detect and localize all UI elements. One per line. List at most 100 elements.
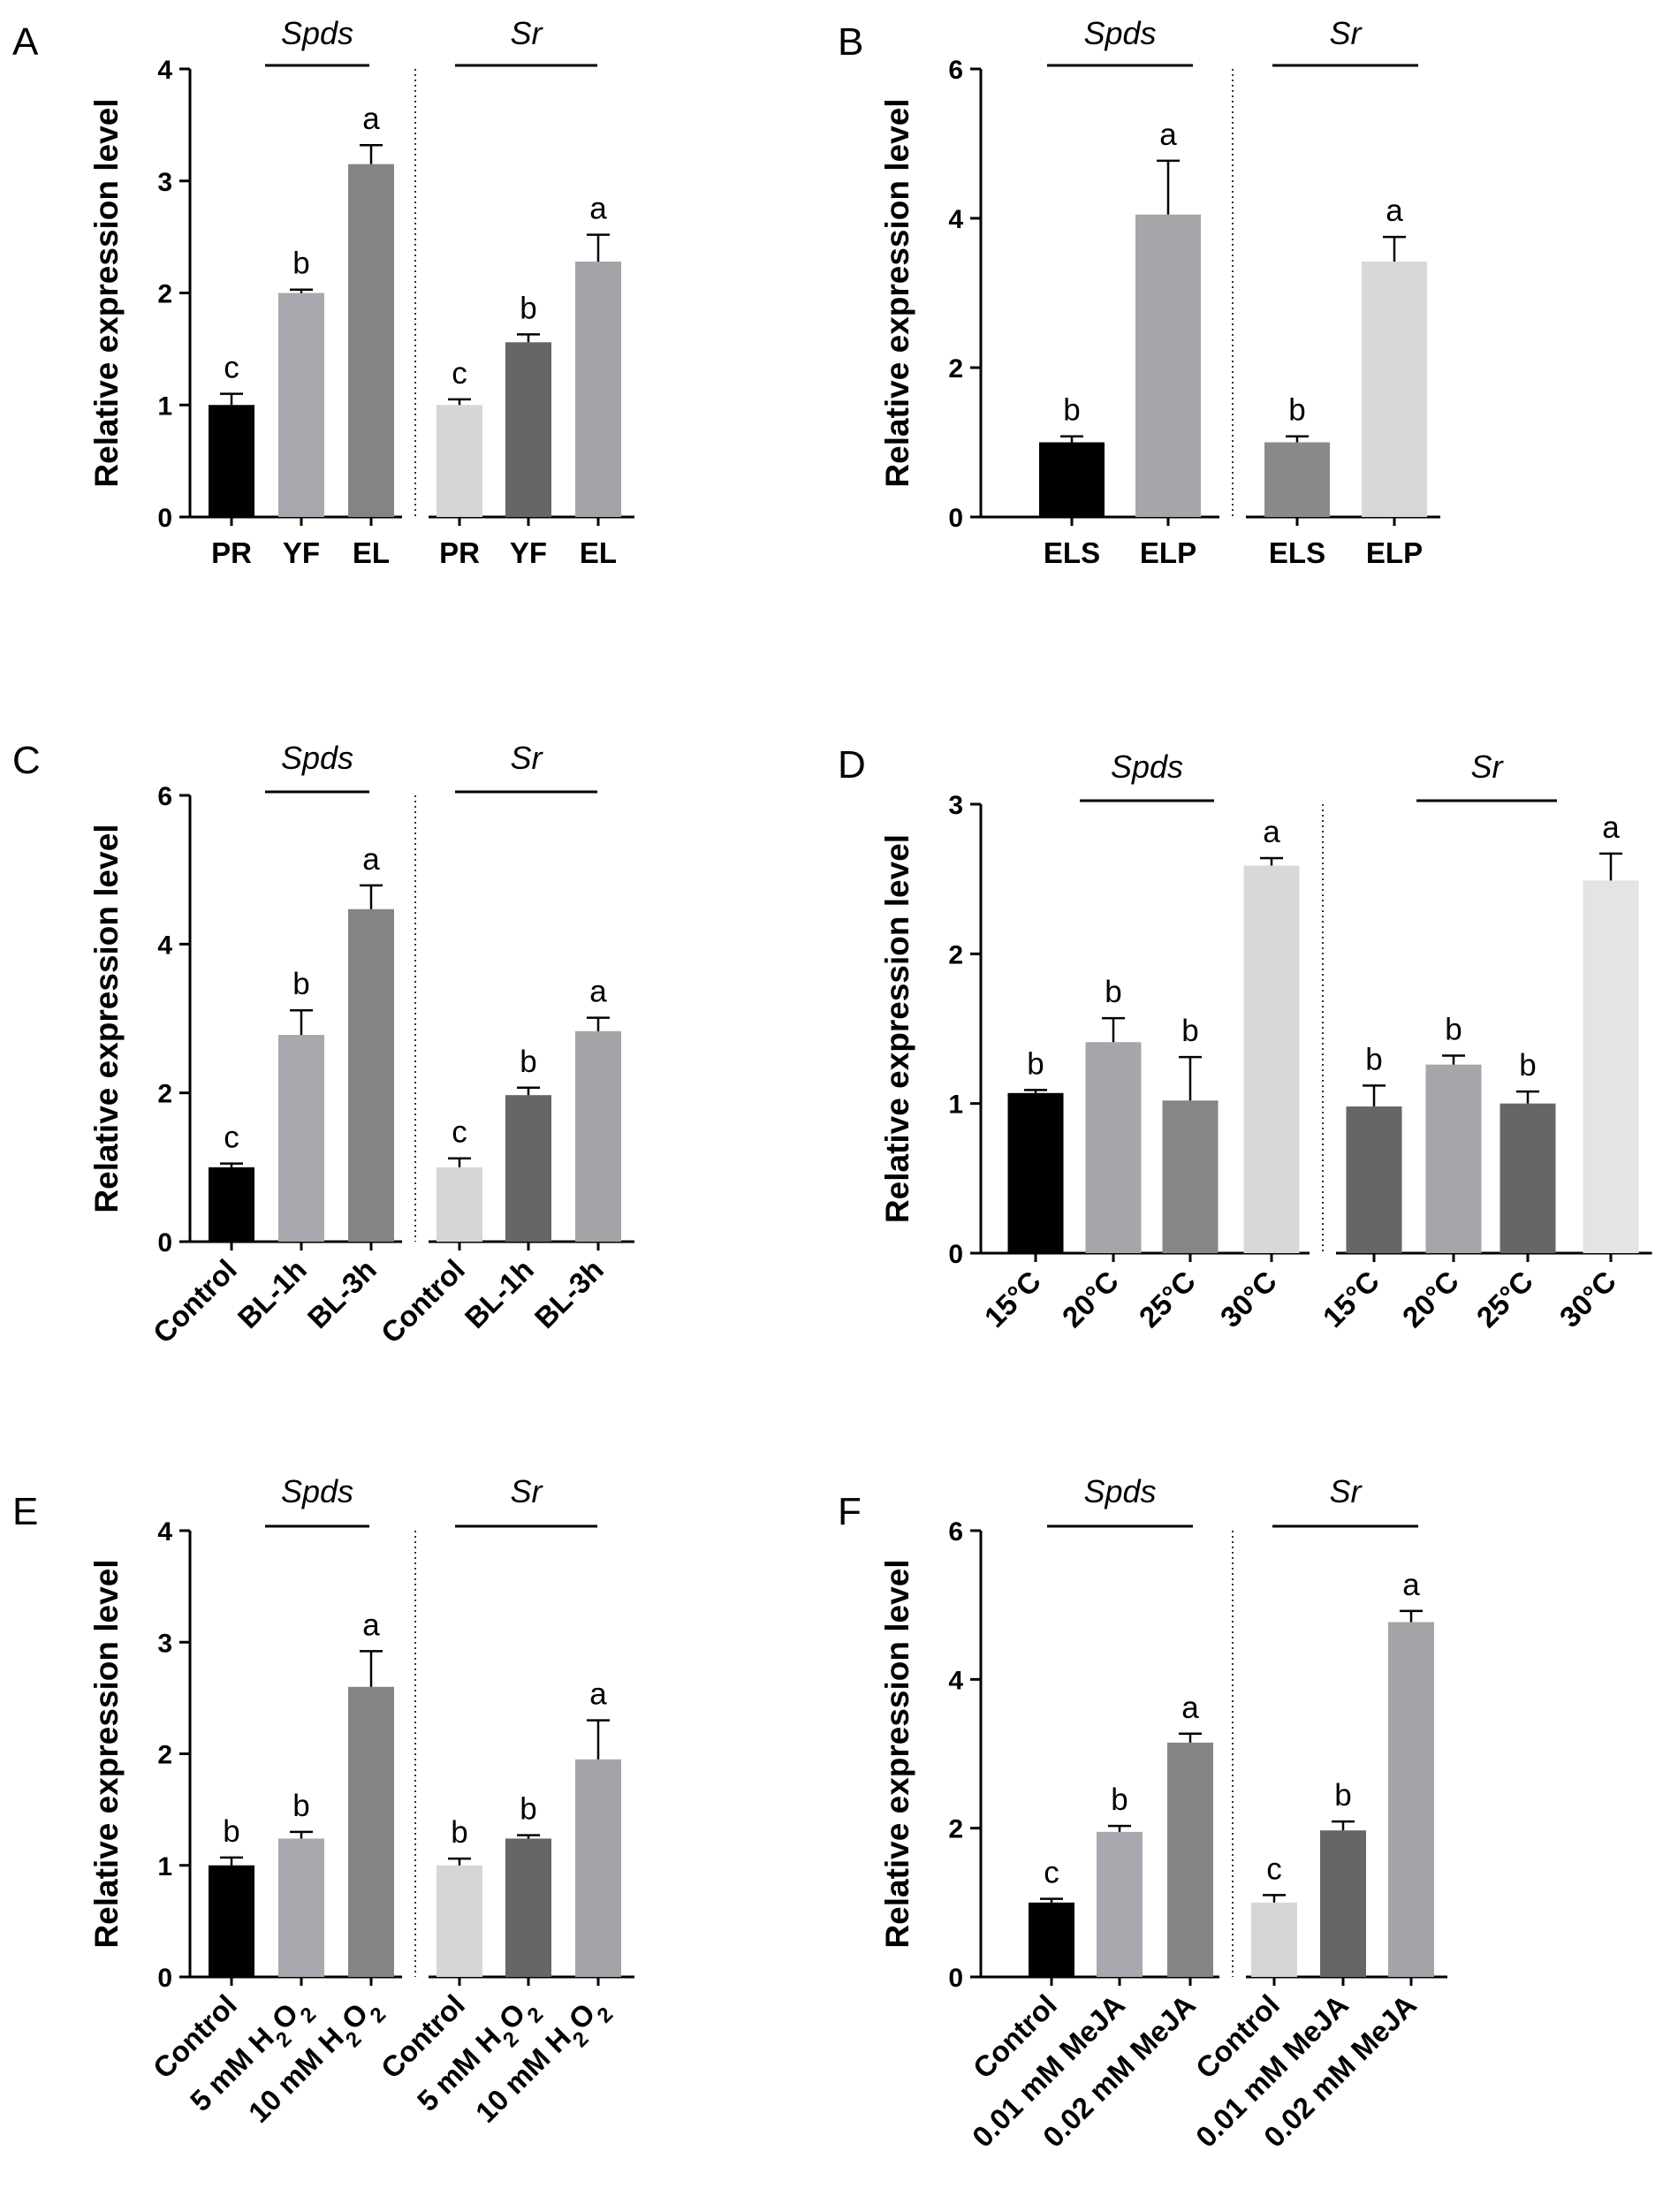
y-tick-label: 0 xyxy=(157,504,172,533)
bar xyxy=(437,1865,482,1977)
bar xyxy=(1264,442,1330,517)
bar xyxy=(575,262,621,517)
y-axis-label: Relative expression level xyxy=(879,834,915,1223)
y-tick-label: 2 xyxy=(948,354,963,384)
bar xyxy=(1362,262,1427,517)
gene-label: Sr xyxy=(1330,1473,1363,1509)
bar xyxy=(209,405,254,517)
x-tick-label: EL xyxy=(353,536,390,569)
gene-label: Sr xyxy=(511,740,544,776)
bar xyxy=(278,293,324,517)
panel-letter: F xyxy=(838,1490,862,1533)
significance-letter: a xyxy=(1402,1568,1420,1602)
y-tick-label: 1 xyxy=(157,1852,172,1881)
gene-label: Spds xyxy=(281,1473,353,1509)
bar xyxy=(1039,442,1105,517)
bar xyxy=(1388,1622,1434,1977)
significance-letter: a xyxy=(589,975,607,1009)
x-tick-label: 25°C xyxy=(1133,1265,1202,1334)
y-tick-label: 4 xyxy=(948,205,963,234)
y-tick-label: 3 xyxy=(157,168,172,197)
significance-letter: b xyxy=(1519,1048,1536,1083)
x-tick-label: 10 mM H2O2 xyxy=(242,1988,391,2137)
bar xyxy=(1320,1830,1366,1977)
significance-letter: c xyxy=(452,356,467,391)
bar xyxy=(1135,214,1201,517)
significance-letter: b xyxy=(292,247,309,281)
significance-letter: a xyxy=(1602,810,1620,845)
bar xyxy=(1251,1902,1297,1977)
significance-letter: c xyxy=(224,1121,239,1155)
bar xyxy=(575,1759,621,1977)
significance-letter: a xyxy=(362,842,380,877)
significance-letter: b xyxy=(1063,393,1080,428)
y-tick-label: 2 xyxy=(948,940,963,969)
significance-letter: a xyxy=(1181,1691,1199,1725)
x-tick-label: YF xyxy=(510,536,547,569)
bar xyxy=(1243,865,1300,1253)
bar xyxy=(437,1167,482,1242)
y-tick-label: 3 xyxy=(948,791,963,820)
y-tick-label: 0 xyxy=(948,1240,963,1269)
y-tick-label: 4 xyxy=(157,56,172,85)
bar xyxy=(1346,1106,1402,1253)
x-tick-label: BL-3h xyxy=(528,1253,610,1334)
gene-label: Sr xyxy=(511,15,544,51)
significance-letter: a xyxy=(362,102,380,136)
significance-letter: a xyxy=(1159,118,1177,152)
bar xyxy=(1007,1092,1064,1253)
y-axis-label: Relative expression level xyxy=(88,1559,125,1948)
x-tick-label: ELP xyxy=(1366,536,1423,569)
x-tick-label: PR xyxy=(439,536,480,569)
significance-letter: b xyxy=(1111,1783,1128,1817)
chart-panel-c: C Relative expression level 0 2 4 6 Spds Sr c Con… xyxy=(12,739,634,1349)
gene-label: Sr xyxy=(1471,749,1505,785)
y-axis-label: Relative expression level xyxy=(879,98,915,487)
significance-letter: b xyxy=(1105,975,1121,1009)
x-tick-label: PR xyxy=(211,536,252,569)
x-tick-label: 20°C xyxy=(1396,1265,1465,1334)
x-tick-label: 25°C xyxy=(1470,1265,1539,1334)
significance-letter: b xyxy=(520,291,536,325)
gene-label: Spds xyxy=(1083,1473,1156,1509)
significance-letter: b xyxy=(1365,1042,1382,1076)
bar xyxy=(348,1686,394,1977)
chart-panel-a: A Relative expression level 0 1 2 3 4 Spds Sr c PR… xyxy=(12,15,634,569)
gene-label: Spds xyxy=(281,15,353,51)
bar xyxy=(1500,1103,1556,1253)
panel-letter: D xyxy=(838,743,866,787)
gene-label: Spds xyxy=(1083,15,1156,51)
y-tick-label: 6 xyxy=(948,1517,963,1547)
significance-letter: b xyxy=(1027,1046,1044,1081)
x-tick-label: BL-3h xyxy=(301,1253,383,1334)
bar xyxy=(348,163,394,518)
bar xyxy=(505,1838,551,1977)
bar xyxy=(505,1095,551,1242)
panel-letter: E xyxy=(12,1490,38,1533)
x-tick-label: YF xyxy=(283,536,320,569)
y-tick-label: 2 xyxy=(157,280,172,309)
bar xyxy=(505,342,551,517)
bar xyxy=(209,1167,254,1242)
y-tick-label: 4 xyxy=(157,931,172,960)
gene-label: Spds xyxy=(1111,749,1183,785)
bar xyxy=(1425,1064,1482,1253)
panel-letter: A xyxy=(12,20,39,64)
y-tick-label: 3 xyxy=(157,1629,172,1658)
significance-letter: b xyxy=(223,1814,239,1849)
x-tick-label: BL-1h xyxy=(459,1253,540,1334)
significance-letter: c xyxy=(1266,1851,1282,1886)
x-tick-label: EL xyxy=(580,536,617,569)
bar xyxy=(1583,880,1639,1253)
bar xyxy=(437,405,482,517)
significance-letter: b xyxy=(1288,393,1305,428)
y-tick-label: 0 xyxy=(157,1228,172,1258)
gene-label: Sr xyxy=(1330,15,1363,51)
y-axis-label: Relative expression level xyxy=(88,98,125,487)
x-tick-label: Control xyxy=(375,1253,471,1349)
significance-letter: c xyxy=(224,351,239,385)
bar xyxy=(278,1035,324,1242)
